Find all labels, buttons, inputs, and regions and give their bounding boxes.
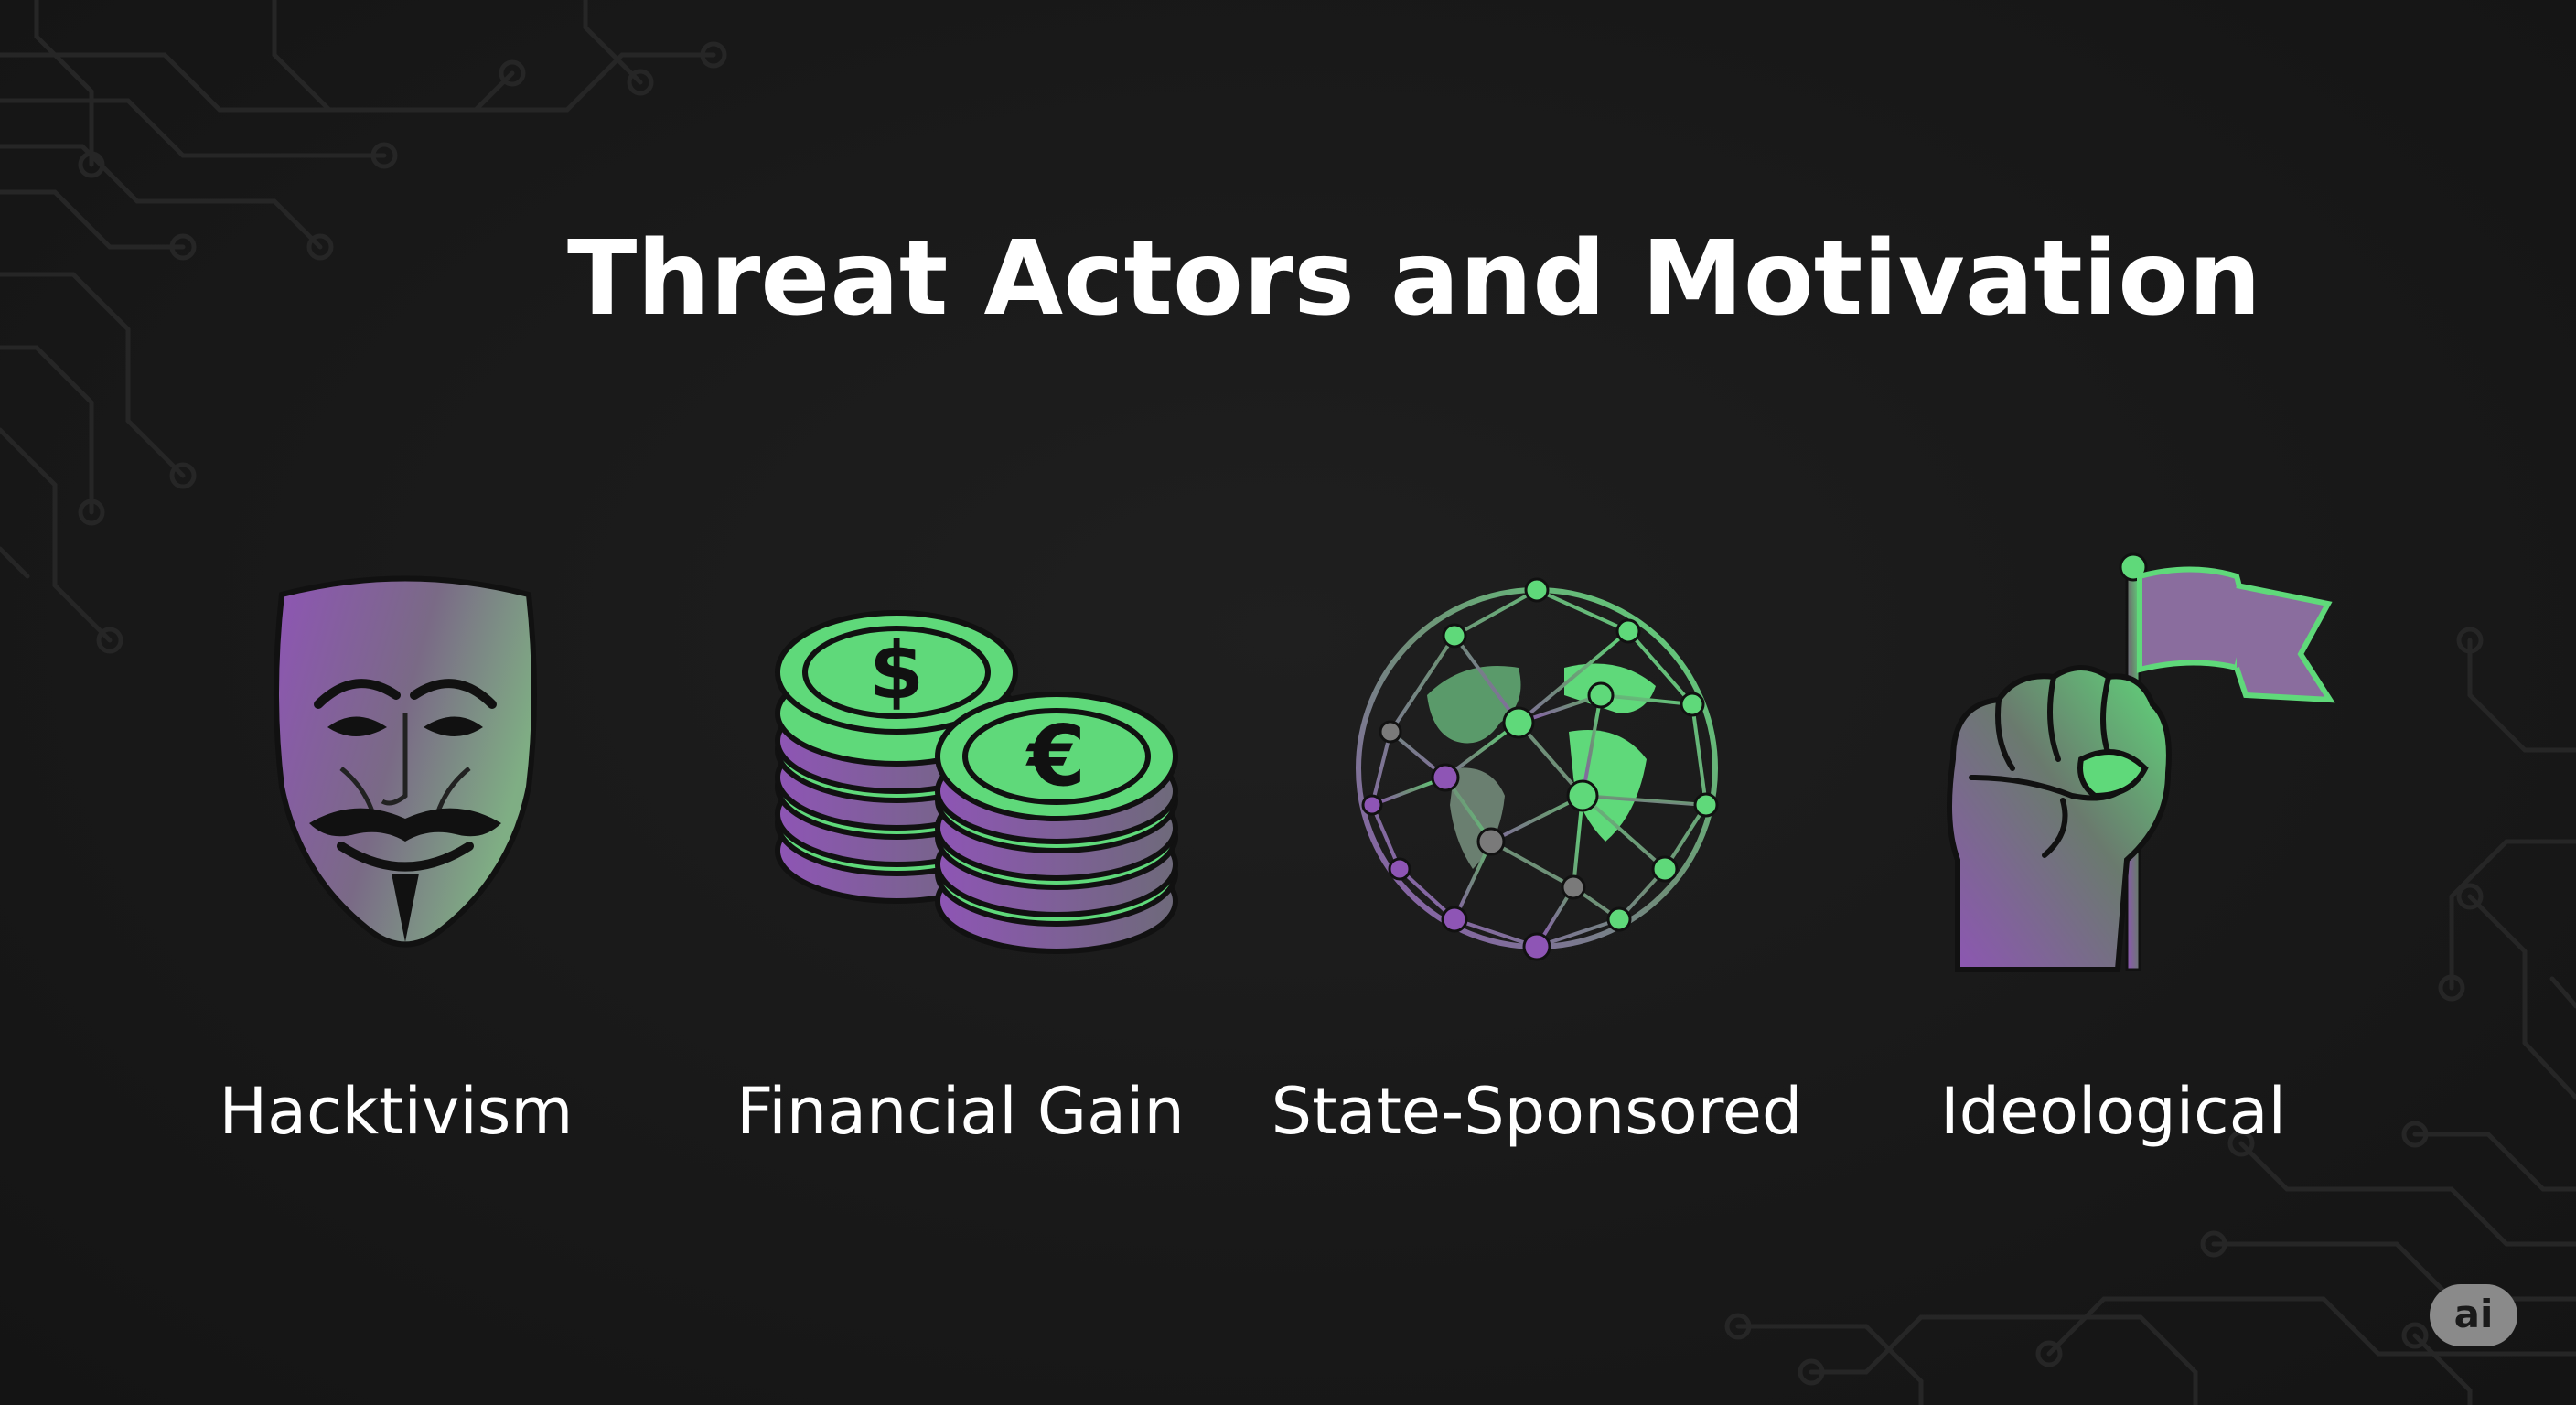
fist-flag-icon bbox=[1947, 552, 2335, 972]
euro-symbol: € bbox=[1025, 707, 1086, 805]
coin-stacks-icon: $ € bbox=[775, 610, 1178, 954]
label-hacktivism: Hacktivism bbox=[219, 1074, 574, 1149]
label-ideological: Ideological bbox=[1940, 1074, 2286, 1149]
dollar-symbol: $ bbox=[869, 626, 924, 717]
network-globe-icon bbox=[1356, 577, 1719, 961]
label-financial-gain: Financial Gain bbox=[736, 1074, 1185, 1149]
ai-badge: ai bbox=[2430, 1284, 2517, 1346]
guy-fawkes-mask-icon bbox=[274, 575, 537, 948]
slide-title: Threat Actors and Motivation bbox=[567, 220, 2261, 338]
label-state-sponsored: State-Sponsored bbox=[1271, 1074, 1803, 1149]
